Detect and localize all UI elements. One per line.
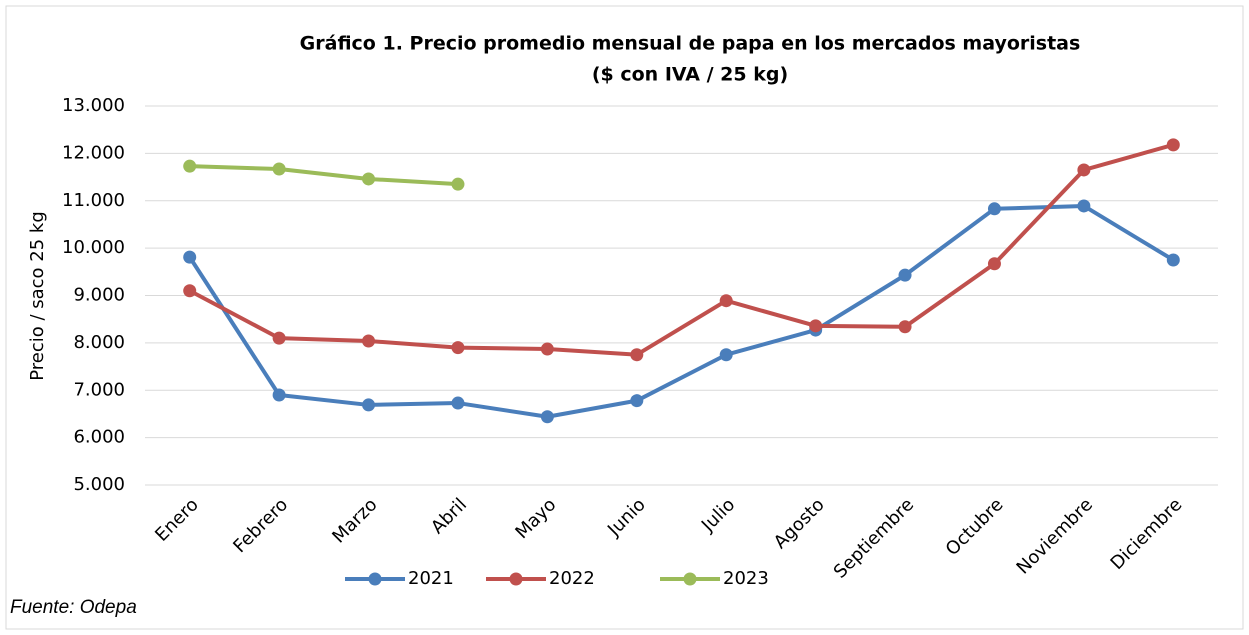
data-point [1166,253,1180,267]
data-point [1166,138,1180,152]
y-tick-label: 12.000 [62,142,125,163]
data-point [898,320,912,334]
data-point [630,394,644,408]
data-point [987,257,1001,271]
data-point [1077,163,1091,177]
legend-label: 2022 [549,568,595,589]
data-point [272,331,286,345]
data-point [362,172,376,186]
y-tick-label: 8.000 [73,332,125,353]
data-point [451,396,465,410]
data-point [183,159,197,173]
y-tick-label: 9.000 [73,285,125,306]
y-tick-label: 11.000 [62,190,125,211]
y-tick-label: 6.000 [73,427,125,448]
data-point [183,250,197,264]
y-tick-label: 10.000 [62,237,125,258]
data-point [540,342,554,356]
data-point [987,202,1001,216]
legend-label: 2023 [723,568,769,589]
data-point [1077,199,1091,213]
chart-subtitle: ($ con IVA / 25 kg) [592,64,788,86]
data-point [719,348,733,362]
y-tick-label: 13.000 [62,95,125,116]
series-line [188,203,1175,419]
chart-border [5,5,1244,630]
legend-label: 2021 [408,568,454,589]
data-point [362,398,376,412]
legend-marker [683,572,697,586]
legend-marker [509,572,523,586]
data-point [540,410,554,424]
y-axis-label: Precio / saco 25 kg [27,211,48,381]
source-note: Fuente: Odepa [10,597,137,618]
data-point [719,294,733,308]
chart-title: Gráfico 1. Precio promedio mensual de pa… [300,33,1081,55]
data-point [451,177,465,191]
series-line [188,142,1174,357]
data-point [362,334,376,348]
data-point [272,388,286,402]
data-point [183,284,197,298]
data-point [451,341,465,355]
data-point [272,162,286,176]
y-tick-label: 7.000 [73,379,125,400]
series-line [189,164,459,187]
data-point [630,348,644,362]
y-tick-label: 5.000 [73,474,125,495]
data-point [898,268,912,282]
data-point [809,319,823,333]
legend-marker [368,572,382,586]
